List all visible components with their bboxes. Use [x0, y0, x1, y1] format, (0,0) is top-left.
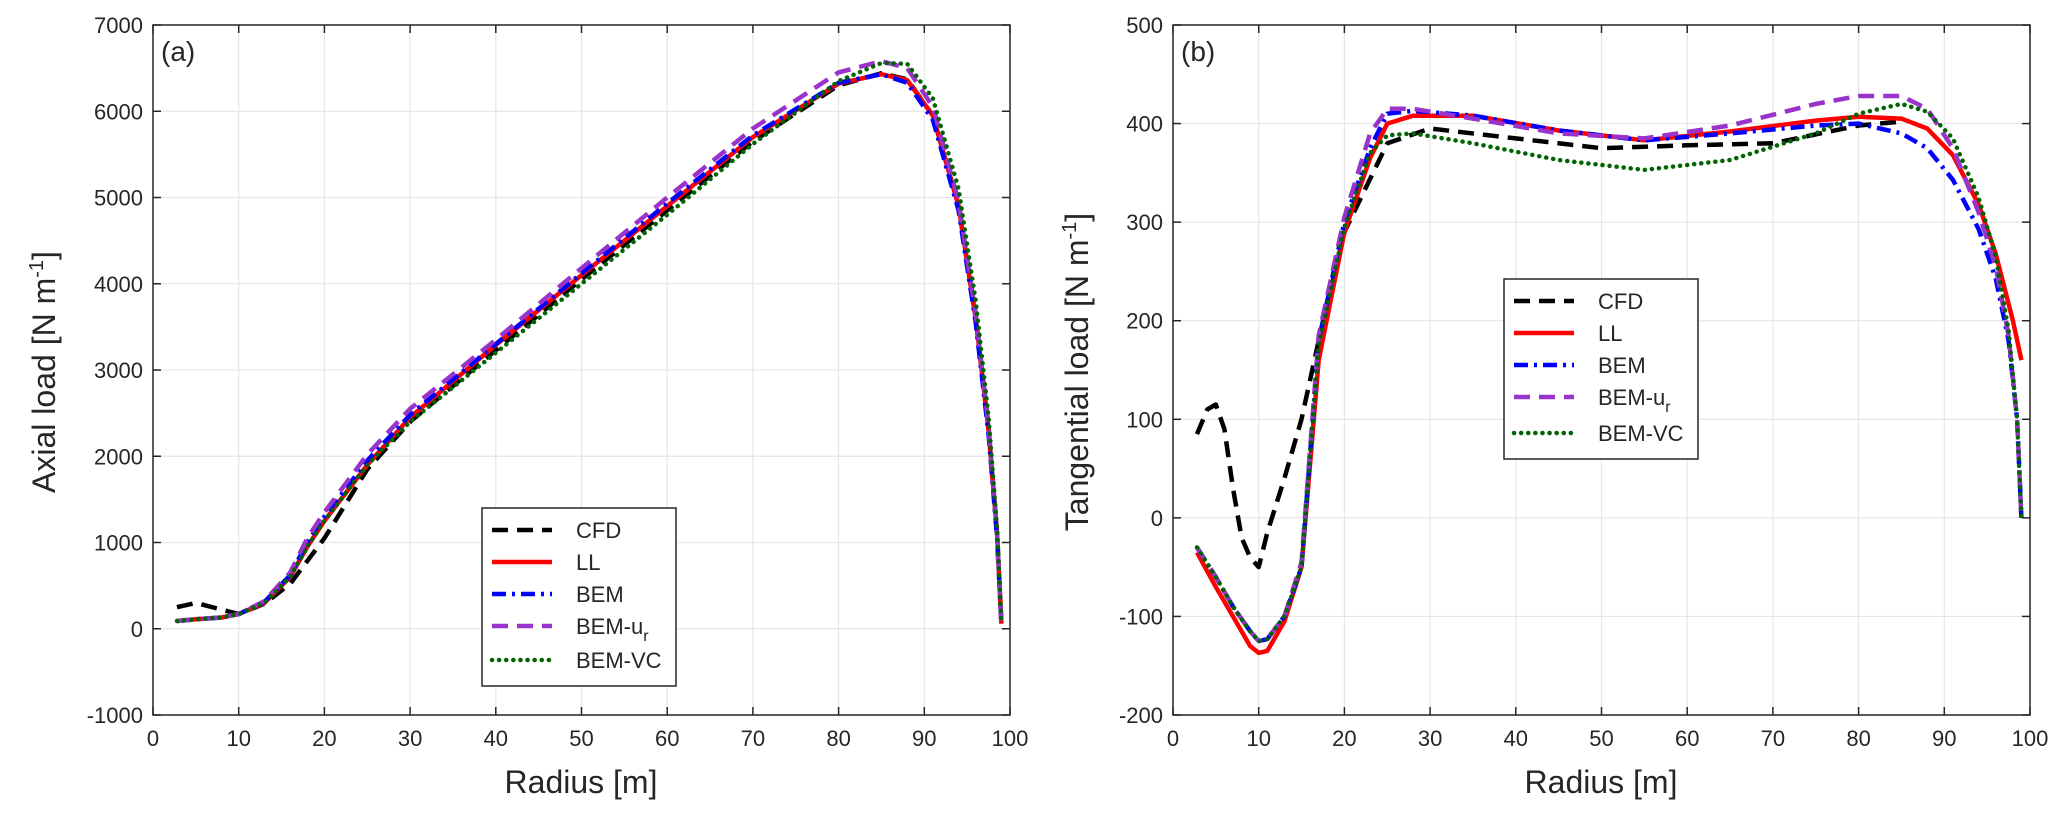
y-tick-label: 400: [1126, 112, 1163, 137]
legend-label-bem-ur-subscript: r: [643, 628, 649, 645]
legend-label-bem-ur: BEM-ur: [1598, 385, 1671, 416]
y-tick-label: -200: [1119, 703, 1163, 728]
y-tick-label: 200: [1126, 309, 1163, 334]
legend-label-bem-ur: BEM-ur: [576, 614, 649, 645]
x-tick-label: 40: [484, 726, 508, 751]
legend-label-bem-ur-main: BEM-u: [576, 614, 643, 639]
y-tick-label: 5000: [94, 186, 143, 211]
legend-entry-bem-vc: BEM-VC: [1511, 421, 1684, 446]
legend-entry-bem: BEM: [1514, 353, 1646, 378]
legend-entry-cfd: CFD: [492, 518, 621, 543]
series-line-bem: [176, 71, 1004, 624]
x-tick-label: 10: [226, 726, 250, 751]
y-tick-label: 2000: [94, 444, 143, 469]
y-tick-label: 6000: [94, 99, 143, 124]
x-tick-label: 50: [1589, 726, 1613, 751]
series-lines: [174, 58, 1004, 626]
x-tick-label: 0: [1167, 726, 1179, 751]
legend-entry-bem-ur: BEM-ur: [1514, 385, 1671, 416]
x-tick-label: 10: [1246, 726, 1270, 751]
legend-box: [481, 507, 677, 687]
y-tick-label: 100: [1126, 407, 1163, 432]
x-tick-label: 60: [655, 726, 679, 751]
x-tick-label: 80: [826, 726, 850, 751]
tick-marks: [152, 24, 1011, 716]
y-tick-label: 1000: [94, 531, 143, 556]
y-axis-label-main: Axial load [N m: [26, 278, 62, 493]
legend-label-ll: LL: [1598, 321, 1622, 346]
y-axis-label-close: ]: [1059, 213, 1095, 222]
x-tick-label: 20: [1332, 726, 1356, 751]
legend-entry-ll: LL: [492, 550, 600, 575]
y-tick-label: 0: [131, 617, 143, 642]
legend-box: [1503, 278, 1699, 460]
panel-label: (a): [161, 36, 195, 67]
legend-label-cfd: CFD: [1598, 289, 1643, 314]
x-tick-label: 100: [2012, 726, 2049, 751]
x-tick-label: 0: [147, 726, 159, 751]
y-axis-label-close: ]: [26, 251, 62, 260]
y-axis-label-superscript: -1: [1059, 222, 1081, 240]
y-tick-label: -100: [1119, 604, 1163, 629]
y-axis-label-superscript: -1: [26, 260, 48, 278]
legend-entry-bem-vc: BEM-VC: [489, 648, 662, 673]
y-tick-label: 4000: [94, 272, 143, 297]
x-tick-label: 20: [312, 726, 336, 751]
legend: CFD LL BEM BEM-ur BEM-VC: [1503, 278, 1699, 460]
tick-marks: [1172, 24, 2031, 716]
series-lines: [1194, 93, 2024, 656]
x-tick-label: 60: [1675, 726, 1699, 751]
series-line-cfd: [1194, 119, 1902, 570]
legend-entry-cfd: CFD: [1514, 289, 1643, 314]
legend-label-ll: LL: [576, 550, 600, 575]
y-axis-label: Tangential load [N m-1]: [1059, 213, 1095, 531]
x-tick-label: 80: [1846, 726, 1870, 751]
y-tick-label: 300: [1126, 210, 1163, 235]
legend-label-cfd: CFD: [576, 518, 621, 543]
series-line-bem-vc: [1194, 101, 2024, 644]
y-tick-label: 0: [1151, 506, 1163, 531]
x-tick-label: 40: [1504, 726, 1528, 751]
series-line-bem-u-r: [176, 58, 1004, 624]
y-tick-label: 3000: [94, 358, 143, 383]
y-tick-label: 500: [1126, 13, 1163, 38]
legend-label-bem-vc: BEM-VC: [576, 648, 662, 673]
y-tick-label: 7000: [94, 13, 143, 38]
x-tick-label: 30: [1418, 726, 1442, 751]
legend-label-bem-vc: BEM-VC: [1598, 421, 1684, 446]
legend-entry-bem-ur: BEM-ur: [492, 614, 649, 645]
axial-load-panel: 0 10 20 30 40 50 60 70 80 90 100 -1000010002000300…: [26, 13, 1028, 800]
x-tick-label: 90: [1932, 726, 1956, 751]
legend-label-bem: BEM: [576, 582, 624, 607]
x-tick-labels: 0 10 20 30 40 50 60 70 80 90 100: [1167, 726, 2048, 751]
y-axis-label-main: Tangential load [N m: [1059, 239, 1095, 531]
x-axis-label: Radius [m]: [1525, 764, 1678, 800]
x-tick-label: 70: [1761, 726, 1785, 751]
legend-label-bem-ur-subscript: r: [1665, 399, 1671, 416]
y-tick-labels: -1000 0 1000 2000 3000 4000 5000 6000 7000: [87, 13, 143, 728]
x-tick-label: 30: [398, 726, 422, 751]
x-tick-label: 100: [992, 726, 1029, 751]
legend: CFD LL BEM BEM-ur BEM-VC: [481, 507, 677, 687]
tangential-load-panel: 0 10 20 30 40 50 60 70 80 90 100 -200 -100 0 100 200 30…: [1059, 13, 2048, 800]
y-tick-labels: -200 -100 0 100 200 300 400 500: [1119, 13, 1163, 728]
panel-label: (b): [1181, 36, 1215, 67]
y-axis-label: Axial load [N m-1]: [26, 251, 62, 493]
legend-entry-ll: LL: [1514, 321, 1622, 346]
x-tick-labels: 0 10 20 30 40 50 60 70 80 90 100: [147, 726, 1028, 751]
x-axis-label: Radius [m]: [505, 764, 658, 800]
legend-label-bem: BEM: [1598, 353, 1646, 378]
y-tick-label: -1000: [87, 703, 143, 728]
x-tick-label: 90: [912, 726, 936, 751]
x-tick-label: 70: [741, 726, 765, 751]
x-tick-label: 50: [569, 726, 593, 751]
legend-entry-bem: BEM: [492, 582, 624, 607]
legend-label-bem-ur-main: BEM-u: [1598, 385, 1665, 410]
